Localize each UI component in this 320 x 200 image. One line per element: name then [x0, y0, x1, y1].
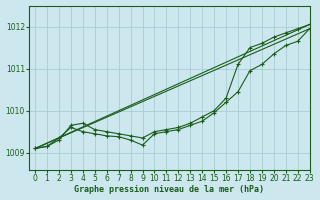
- X-axis label: Graphe pression niveau de la mer (hPa): Graphe pression niveau de la mer (hPa): [74, 185, 264, 194]
